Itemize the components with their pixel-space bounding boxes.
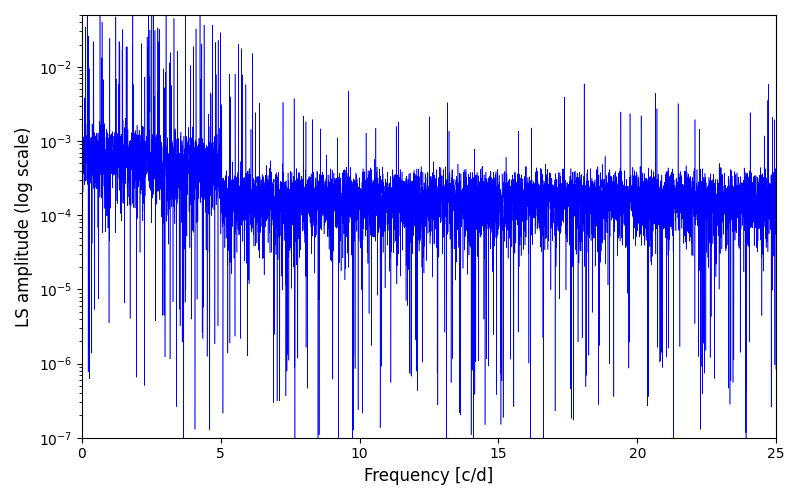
Y-axis label: LS amplitude (log scale): LS amplitude (log scale) xyxy=(15,126,33,326)
X-axis label: Frequency [c/d]: Frequency [c/d] xyxy=(364,467,494,485)
